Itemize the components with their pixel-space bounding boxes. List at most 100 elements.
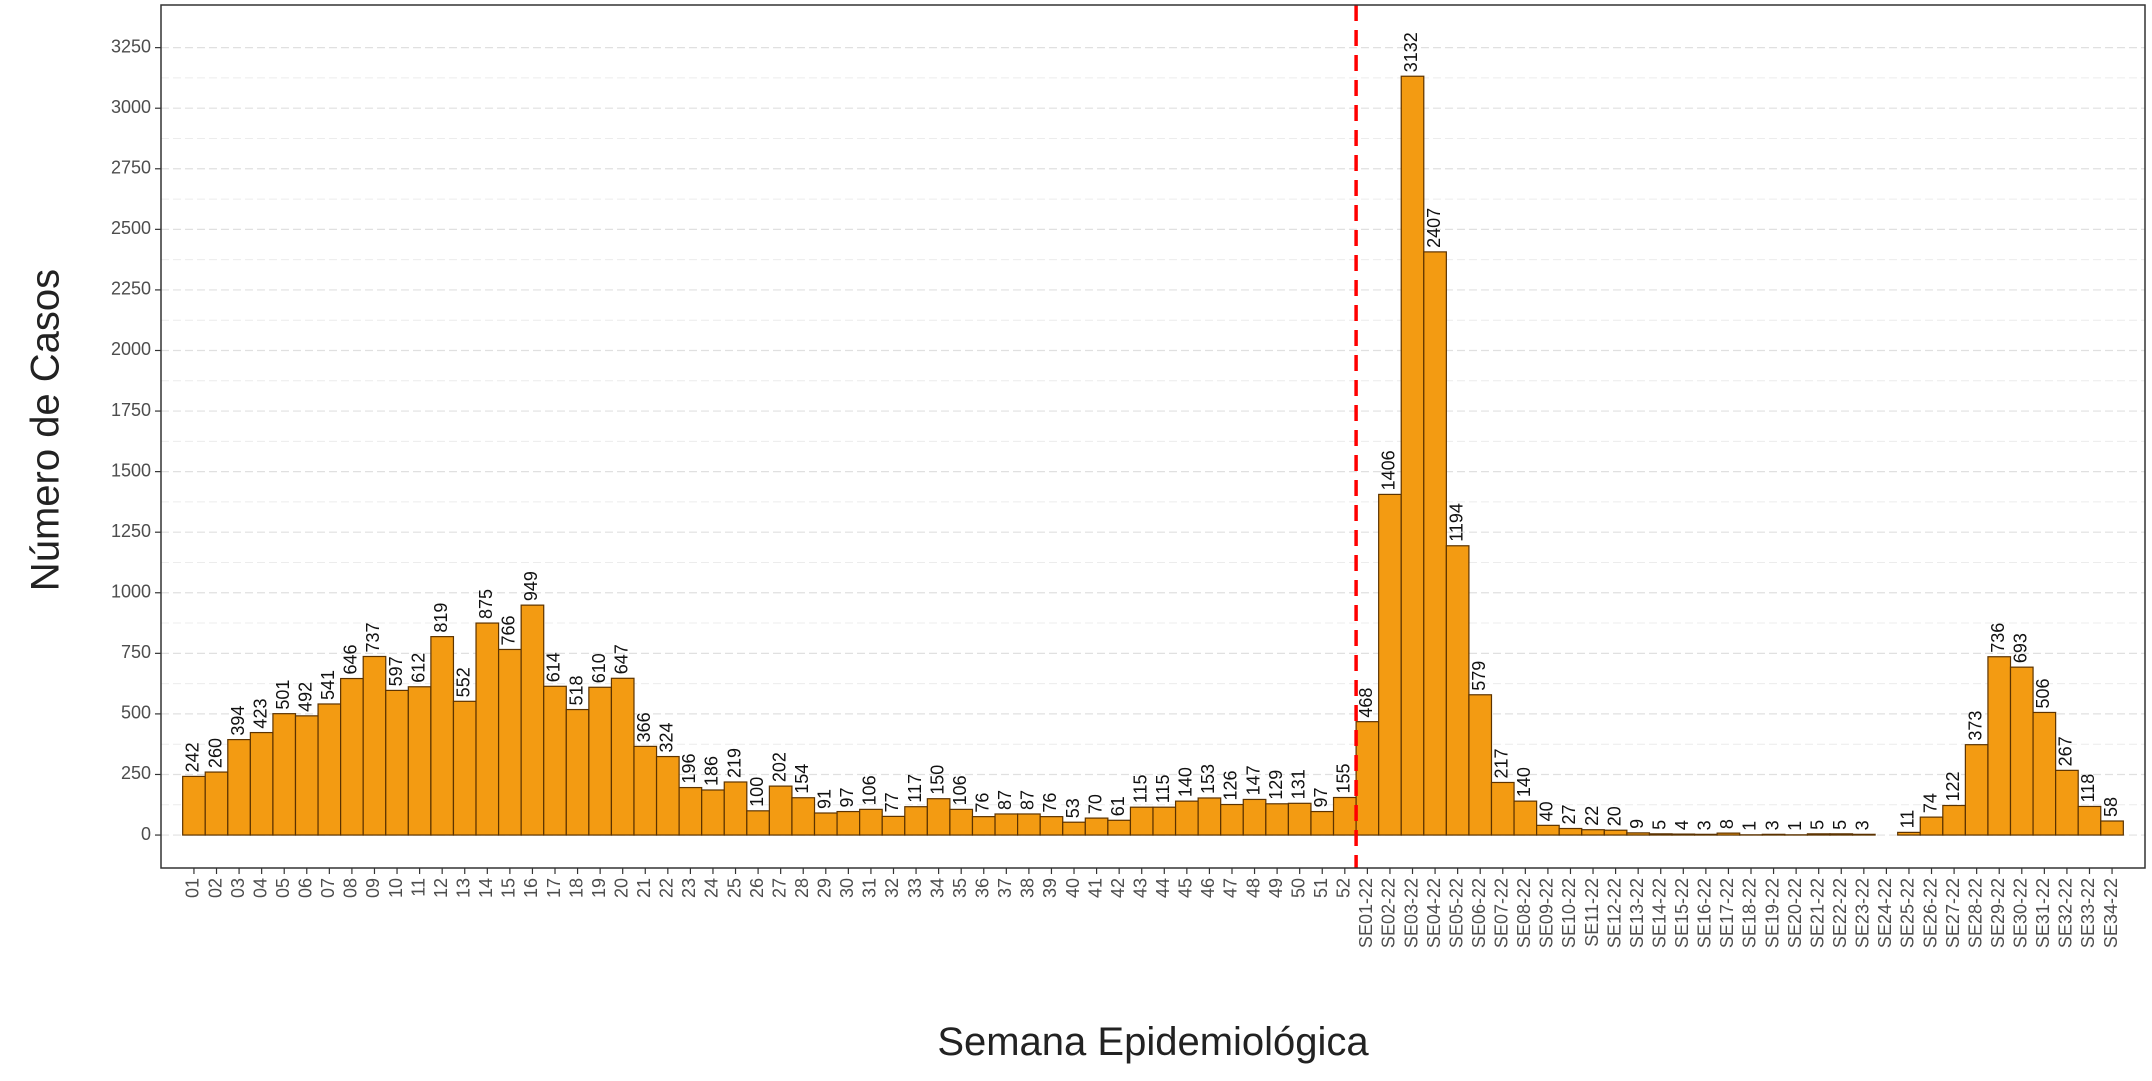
bar [1693,833,1718,836]
value-label: 819 [431,603,451,633]
x-tick-label: 46 [1198,878,1218,898]
value-label: 40 [1537,801,1557,821]
x-tick-label: 40 [1063,878,1083,898]
bar [565,708,590,836]
x-tick-label: 17 [544,878,564,898]
x-tick-label: 07 [318,878,338,898]
y-tick-label: 3000 [111,97,151,117]
value-label: 3 [1762,820,1782,830]
bar [836,810,861,836]
bar [1468,694,1493,836]
value-label: 153 [1198,764,1218,794]
value-label: 260 [205,738,225,768]
value-label: 693 [2011,633,2031,663]
value-label: 118 [2078,774,2098,803]
x-tick-label: 15 [499,878,519,898]
bar [633,745,658,836]
bar [249,731,274,836]
x-tick-label: 51 [1311,878,1331,898]
value-label: 100 [747,777,767,807]
value-label: 423 [250,699,270,729]
x-tick-label: 04 [250,878,270,898]
y-tick-label: 1500 [111,460,151,480]
value-label: 9 [1627,819,1647,829]
x-tick-label: 33 [905,878,925,898]
value-label: 97 [1311,788,1331,808]
value-label: 155 [1334,763,1354,793]
value-label: 1194 [1446,503,1466,542]
x-tick-label: SE10-22 [1559,878,1579,948]
value-label: 736 [1988,623,2008,653]
value-label: 468 [1356,688,1376,718]
x-tick-label: SE30-22 [2011,878,2031,948]
bar [452,700,477,836]
bar [204,771,229,836]
bar [1220,803,1244,836]
y-axis-title: Número de Casos [24,269,68,591]
x-tick-label: 49 [1266,878,1286,898]
value-label: 1 [1740,821,1760,831]
value-label: 647 [611,644,631,674]
x-tick-label: 34 [927,878,947,898]
value-label: 267 [2056,736,2076,766]
value-label: 373 [1965,711,1985,741]
bar [317,703,342,836]
bar [813,812,838,836]
x-tick-label: SE17-22 [1717,878,1737,948]
value-label: 147 [1243,765,1263,795]
bar [1761,833,1786,836]
value-label: 106 [860,775,880,805]
x-tick-label: SE08-22 [1514,878,1534,948]
x-tick-label: 12 [431,878,451,898]
x-tick-label: SE12-22 [1604,878,1624,948]
value-label: 5 [1830,820,1850,830]
value-label: 614 [544,652,564,682]
bar [2077,805,2102,836]
x-tick-label: SE11-22 [1582,878,1602,947]
bar [791,797,816,836]
x-tick-label: 50 [1288,878,1308,898]
x-tick-label: SE26-22 [1920,878,1940,948]
value-label: 4 [1672,820,1692,830]
bar [701,789,725,836]
bar [949,808,974,836]
bar [768,785,793,836]
value-label: 87 [995,790,1015,810]
x-tick-label: SE28-22 [1965,878,1985,948]
value-label: 875 [476,589,496,619]
x-tick-label: 45 [1176,878,1196,898]
value-label: 2407 [1424,208,1444,248]
bar [1423,251,1447,836]
bar [1851,833,1876,836]
value-label: 53 [1063,798,1083,818]
y-tick-label: 3250 [111,36,151,56]
x-tick-label: SE34-22 [2101,878,2121,948]
x-tick-label: 36 [973,878,993,898]
value-label: 115 [1153,774,1173,803]
x-tick-label: 29 [815,878,835,898]
bar [497,648,522,836]
value-label: 11 [1898,810,1918,829]
value-label: 3132 [1401,32,1421,72]
bar [1716,832,1741,836]
value-label: 737 [363,622,383,652]
value-label: 154 [792,764,812,794]
x-tick-label: 43 [1130,878,1150,898]
x-tick-label: SE07-22 [1492,878,1512,948]
value-label: 501 [273,680,293,710]
bar [1987,656,2012,836]
bar [2100,820,2124,836]
x-tick-label: 37 [995,878,1015,898]
x-tick-label: 30 [837,878,857,898]
x-tick-label: SE24-22 [1875,878,1895,948]
x-tick-label: SE31-22 [2033,878,2053,948]
x-tick-label: 08 [341,878,361,898]
y-tick-label: 0 [141,824,151,844]
bar [2032,711,2057,836]
value-label: 129 [1266,770,1286,800]
value-label: 597 [386,656,406,686]
value-label: 8 [1717,819,1737,829]
value-label: 579 [1469,661,1489,691]
y-tick-label: 2000 [111,339,151,359]
bar [340,677,364,836]
